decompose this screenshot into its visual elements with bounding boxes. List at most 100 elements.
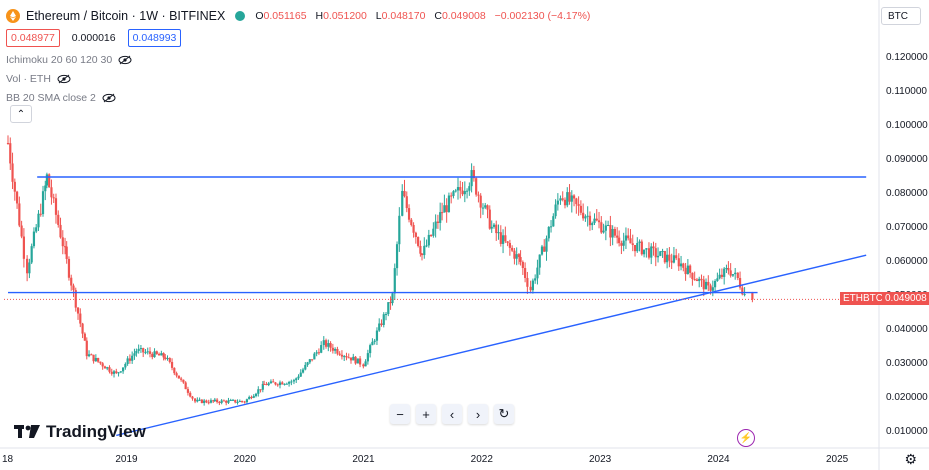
candle-body bbox=[261, 383, 264, 390]
candle-body bbox=[700, 278, 703, 280]
candle-body bbox=[563, 199, 567, 206]
candle-body bbox=[616, 235, 619, 238]
candle-body bbox=[620, 243, 623, 246]
candle-body bbox=[32, 231, 36, 247]
candle-body bbox=[106, 367, 109, 369]
candle-body bbox=[412, 224, 415, 233]
lightning-icon[interactable]: ⚡ bbox=[737, 429, 755, 447]
candle-body bbox=[461, 190, 464, 195]
candle-body bbox=[227, 400, 230, 403]
eye-hidden-icon[interactable] bbox=[118, 55, 132, 65]
candle-body bbox=[434, 221, 437, 229]
candle-body bbox=[257, 389, 260, 394]
candle-body bbox=[94, 357, 97, 362]
candle-body bbox=[263, 383, 266, 385]
candle-body bbox=[517, 254, 521, 258]
candle-body bbox=[72, 285, 75, 291]
candle-body bbox=[375, 330, 379, 341]
candle-body bbox=[229, 399, 232, 401]
candle-body bbox=[729, 270, 732, 276]
candle-body bbox=[177, 375, 180, 379]
collapse-legend-button[interactable]: ⌃ bbox=[10, 105, 32, 123]
indicator-volume[interactable]: Vol · ETH bbox=[6, 69, 590, 88]
candle-body bbox=[362, 364, 365, 367]
symbol-title[interactable]: Ethereum / Bitcoin · 1W · BITFINEX bbox=[26, 9, 226, 23]
gear-icon[interactable]: ⚙ bbox=[904, 451, 917, 467]
market-status-icon bbox=[235, 11, 246, 21]
candle-body bbox=[119, 371, 122, 373]
candle-body bbox=[622, 240, 625, 246]
candle-body bbox=[727, 267, 730, 271]
candle-body bbox=[401, 190, 404, 216]
candle-body bbox=[343, 356, 346, 358]
bid-price-button[interactable]: 0.048977 bbox=[6, 29, 60, 47]
candle-body bbox=[50, 187, 53, 198]
candle-body bbox=[371, 341, 374, 346]
tradingview-logo[interactable]: TradingView bbox=[14, 422, 146, 442]
scroll-right-button[interactable]: › bbox=[468, 404, 488, 424]
candle-body bbox=[654, 248, 657, 258]
eye-hidden-icon[interactable] bbox=[102, 93, 116, 103]
candle-body bbox=[212, 400, 215, 402]
scroll-left-button[interactable]: ‹ bbox=[442, 404, 462, 424]
candle-body bbox=[713, 280, 717, 288]
candle-body bbox=[586, 215, 589, 217]
candle-body bbox=[198, 399, 201, 401]
indicator-ichimoku[interactable]: Ichimoku 20 60 120 30 bbox=[6, 50, 590, 69]
candle-body bbox=[6, 143, 10, 144]
candle-body bbox=[629, 238, 632, 244]
reset-chart-button[interactable]: ↻ bbox=[494, 404, 514, 424]
zoom-out-button[interactable]: − bbox=[390, 404, 410, 424]
price-axis-tick: 0.120000 bbox=[886, 52, 928, 63]
candle-body bbox=[87, 354, 91, 357]
candle-body bbox=[193, 398, 197, 402]
candle-body bbox=[117, 372, 120, 374]
indicator-bollinger[interactable]: BB 20 SMA close 2 bbox=[6, 88, 590, 107]
candle-body bbox=[704, 281, 708, 290]
eye-hidden-icon[interactable] bbox=[57, 74, 71, 84]
candle-body bbox=[579, 205, 582, 213]
chart-controls: − + ‹ › ↻ bbox=[390, 404, 514, 424]
candle-body bbox=[164, 357, 167, 359]
candle-body bbox=[48, 174, 51, 188]
candle-body bbox=[142, 348, 145, 353]
candle-body bbox=[611, 228, 614, 238]
candle-body bbox=[597, 220, 601, 223]
candle-body bbox=[642, 249, 646, 255]
tradingview-logo-icon bbox=[14, 425, 40, 438]
candle-body bbox=[45, 174, 49, 186]
candle-body bbox=[723, 268, 726, 277]
candle-body bbox=[459, 187, 462, 191]
candle-body bbox=[490, 226, 493, 229]
candle-body bbox=[99, 361, 102, 364]
candle-body bbox=[148, 351, 152, 354]
candle-body bbox=[545, 238, 548, 252]
candle-body bbox=[54, 198, 58, 215]
candle-body bbox=[182, 379, 185, 383]
candle-body bbox=[269, 381, 273, 384]
candle-body bbox=[340, 354, 344, 357]
time-axis-tick: 2020 bbox=[233, 454, 256, 465]
candle-body bbox=[65, 246, 68, 259]
candle-body bbox=[70, 277, 73, 286]
candle-body bbox=[568, 192, 571, 202]
candle-body bbox=[414, 232, 417, 238]
candle-body bbox=[200, 399, 203, 404]
candle-body bbox=[276, 384, 279, 386]
candle-body bbox=[419, 245, 422, 254]
candle-body bbox=[751, 292, 754, 300]
candle-body bbox=[718, 274, 721, 279]
candle-body bbox=[445, 205, 448, 213]
current-price-label: 0.049008 bbox=[882, 292, 929, 306]
candle-body bbox=[358, 358, 362, 365]
candle-body bbox=[439, 212, 442, 223]
currency-button[interactable]: BTC bbox=[881, 7, 921, 25]
candle-body bbox=[543, 246, 546, 252]
zoom-in-button[interactable]: + bbox=[416, 404, 436, 424]
price-axis-tick: 0.030000 bbox=[886, 358, 928, 369]
candle-body bbox=[389, 302, 392, 304]
candle-body bbox=[736, 272, 739, 279]
ask-price-button[interactable]: 0.048993 bbox=[127, 29, 182, 47]
candle-body bbox=[398, 215, 401, 245]
